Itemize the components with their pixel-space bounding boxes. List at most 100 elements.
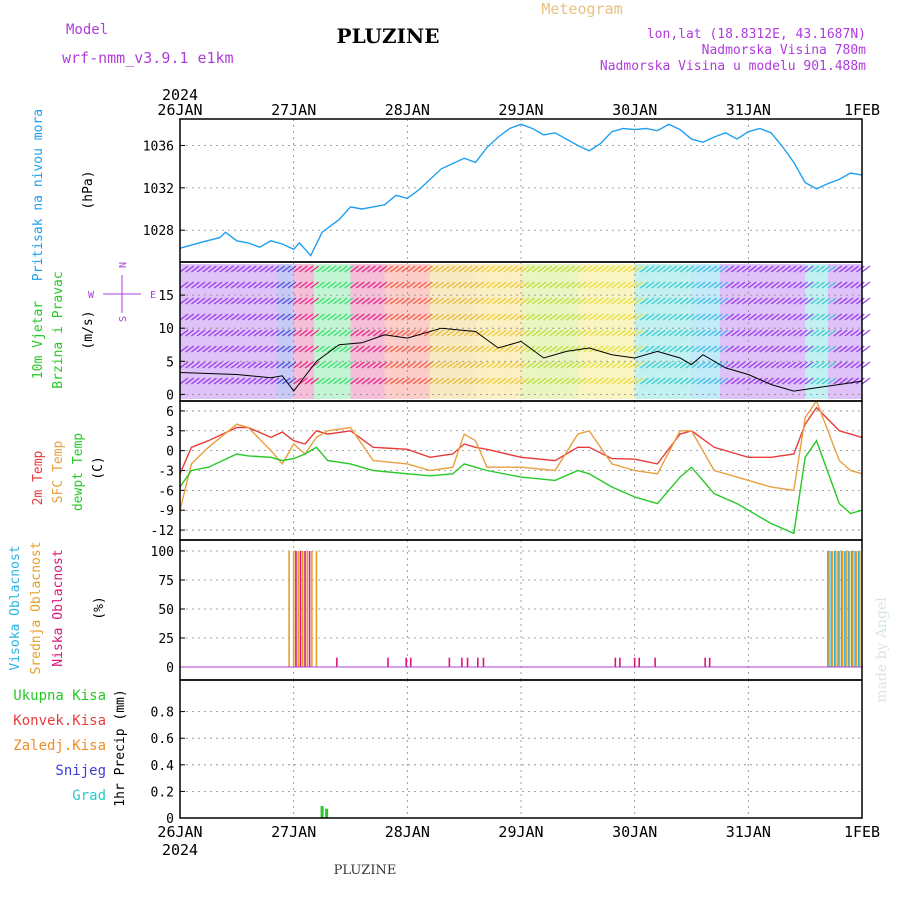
wind-barb: [514, 265, 524, 273]
wind-barb: [247, 297, 257, 305]
panel-2: -12 -9 -6 -3 0 3 6: [151, 399, 863, 541]
wind-barb: [259, 361, 268, 369]
compass-e: E: [150, 290, 156, 301]
wind-barb: [566, 265, 575, 273]
wind-barb: [639, 281, 649, 289]
wind-barb: [270, 361, 280, 369]
wind-barb: [520, 377, 530, 385]
y-tick-label: 0.4: [151, 759, 175, 774]
wind-barb: [685, 329, 695, 337]
wind-barb: [833, 361, 843, 369]
wind-barb: [548, 361, 558, 369]
wind-barb: [577, 329, 587, 337]
wind-barb: [742, 377, 752, 385]
wind-barb: [838, 329, 848, 337]
wind-barb: [674, 297, 683, 305]
wind-barb: [350, 377, 359, 385]
wind-barb: [702, 329, 712, 337]
wind-barb: [554, 281, 564, 289]
wind-barb: [225, 297, 234, 305]
wind-barb: [236, 313, 246, 321]
wind-band: [180, 264, 277, 399]
panel-frame: [179, 679, 863, 819]
wind-barb: [423, 361, 433, 369]
wind-barb: [236, 345, 246, 353]
wind-barb: [827, 297, 837, 305]
wind-barb: [531, 361, 541, 369]
wind-barb: [429, 265, 439, 273]
wind-barb: [406, 377, 416, 385]
wind-barb: [225, 265, 234, 273]
wind-barb: [412, 297, 422, 305]
wind-barb: [708, 281, 717, 289]
wind-barb: [708, 345, 717, 353]
wind-barb: [281, 345, 291, 353]
wind-barb: [446, 313, 456, 321]
wind-barb: [520, 313, 530, 321]
altitude-text: Nadmorska Visina 780m: [702, 43, 867, 58]
wind-barb: [810, 281, 820, 289]
wind-barb: [276, 329, 286, 337]
wind-barb: [469, 297, 479, 305]
wind-barb: [656, 345, 666, 353]
wind-barb: [435, 377, 445, 385]
wind-barb: [833, 265, 843, 273]
wind-barb: [293, 345, 303, 353]
wind-barb: [196, 361, 206, 369]
x-tick-label-bottom: 30JAN: [612, 823, 657, 841]
y-tick-label: 50: [158, 603, 174, 618]
wind-barb: [543, 377, 553, 385]
wind-barb: [617, 281, 627, 289]
wind-barb: [361, 329, 371, 337]
y-tick-label: 0.8: [151, 706, 174, 721]
wind-barb: [702, 377, 712, 385]
wind-barb: [259, 281, 268, 289]
wind-barb: [662, 281, 672, 289]
x-tick-label-bottom: 31JAN: [726, 823, 771, 841]
wind-barb: [355, 297, 365, 305]
wind-barb: [793, 265, 803, 273]
wind-barb: [423, 345, 433, 353]
wind-barb: [384, 345, 394, 353]
wind-barb: [514, 297, 524, 305]
wind-barb: [213, 345, 223, 353]
wind-barb: [753, 265, 763, 273]
wind-barb: [486, 265, 496, 273]
wind-barb: [554, 329, 564, 337]
wind-barb: [389, 313, 399, 321]
wind-barb: [441, 313, 450, 321]
wind-barb: [270, 265, 280, 273]
wind-barb: [782, 329, 791, 337]
wind-barb: [651, 265, 661, 273]
dewpoint-label: dewpt Temp: [71, 433, 86, 511]
wind-barb: [816, 297, 825, 305]
wind-barb: [600, 329, 609, 337]
wind-barb: [213, 297, 223, 305]
wind-barb: [333, 265, 342, 273]
wind-barb: [242, 377, 251, 385]
wind-barb: [770, 345, 780, 353]
wind-barb: [736, 313, 746, 321]
wind-barb: [315, 265, 325, 273]
wind-barb: [855, 313, 865, 321]
wind-barb: [446, 297, 456, 305]
wind-barb: [276, 361, 286, 369]
wind-barb: [577, 313, 587, 321]
wind-barb: [520, 345, 530, 353]
x-tick-label-top: 27JAN: [271, 101, 316, 119]
wind-barb: [185, 345, 195, 353]
wind-barb: [742, 265, 752, 273]
wind-barb: [531, 265, 541, 273]
wind-barb: [480, 265, 490, 273]
wind-barb: [708, 361, 717, 369]
y-tick-label: 5: [166, 355, 174, 370]
y-tick-label: 10: [158, 322, 174, 337]
y-tick-label: 1036: [143, 139, 174, 154]
wind-barb: [611, 313, 621, 321]
x-tick-label-bottom: 26JAN: [157, 823, 202, 841]
wind-barb: [730, 313, 740, 321]
wind-barb: [458, 297, 467, 305]
wind-barb: [418, 361, 428, 369]
wind-barb: [367, 313, 376, 321]
wind-barb: [782, 377, 791, 385]
